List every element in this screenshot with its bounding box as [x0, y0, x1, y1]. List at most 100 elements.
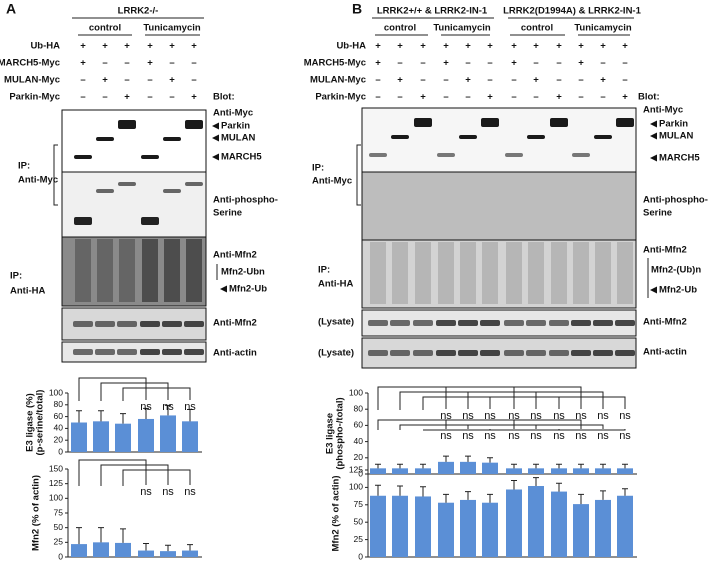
side-label: Anti-Myc [312, 176, 352, 187]
sign: – [124, 58, 129, 69]
sign: – [420, 58, 425, 69]
comparison-bracket [422, 396, 626, 410]
bar [392, 468, 408, 474]
lane-smear [551, 242, 567, 304]
bar [71, 422, 87, 452]
significance: ns [508, 410, 520, 422]
sign: + [511, 41, 517, 52]
y-tick-label: 60 [54, 411, 64, 421]
error-bar [98, 410, 104, 422]
bar [93, 542, 109, 557]
comparison-bracket [422, 396, 560, 410]
lane-smear [528, 242, 544, 304]
significance: ns [162, 401, 174, 413]
blot-label: Mfn2-Ub [659, 285, 697, 296]
condition-label: Ub-HA [336, 41, 366, 52]
comparison-bracket [399, 391, 604, 410]
blot-label: Anti-actin [213, 348, 257, 359]
group-label: control [384, 23, 416, 34]
error-bar [465, 455, 471, 462]
sign: + [169, 41, 175, 52]
band [184, 349, 204, 355]
comparison-bracket [377, 386, 582, 410]
band [391, 135, 409, 139]
sign: + [556, 92, 562, 103]
sign: + [443, 58, 449, 69]
lane-smear [415, 242, 431, 304]
sign: + [147, 58, 153, 69]
ip-bracket [356, 144, 361, 206]
bar [573, 468, 589, 474]
side-label: IP: [10, 271, 22, 282]
panel-label: A [6, 1, 16, 17]
sign: + [578, 41, 584, 52]
band [368, 320, 388, 326]
y-tick-label: 40 [354, 436, 364, 446]
band [368, 350, 388, 356]
band [185, 182, 203, 186]
error-bar [420, 486, 426, 497]
group-label: Tunicamycin [143, 23, 201, 34]
side-label: (Lysate) [318, 317, 354, 328]
side-label: Anti-Myc [18, 175, 58, 186]
comparison-bracket [100, 382, 169, 401]
sign: – [191, 75, 196, 86]
error-bar [443, 493, 449, 503]
condition-label: Parkin-Myc [315, 92, 366, 103]
lane-smear [392, 242, 408, 304]
bar [528, 468, 544, 474]
error-bar [556, 463, 562, 469]
bar [138, 550, 154, 557]
error-bar [578, 493, 584, 505]
blot-label: Anti-actin [643, 347, 687, 358]
sign: – [147, 92, 152, 103]
error-bar [622, 488, 628, 496]
band [96, 189, 114, 193]
lane-smear [617, 242, 633, 304]
blot-label: Anti-Mfn2 [643, 245, 687, 256]
y-tick-label: 25 [54, 537, 64, 547]
sign: – [487, 58, 492, 69]
band [390, 320, 410, 326]
error-bar [397, 485, 403, 496]
blot-label: Anti-phospho- [643, 195, 708, 206]
significance: ns [575, 430, 587, 442]
significance: ns [619, 410, 631, 422]
bar [460, 461, 476, 474]
panel-label: B [352, 1, 362, 17]
band [185, 120, 203, 129]
bar [460, 499, 476, 557]
sign: – [420, 75, 425, 86]
error-bar [622, 463, 628, 469]
band [162, 321, 182, 327]
band [459, 135, 477, 139]
bar [415, 496, 431, 557]
bar [482, 462, 498, 474]
bar [415, 468, 431, 474]
comparison-bracket [78, 377, 147, 401]
blot-label: Parkin [221, 121, 250, 132]
sign: – [622, 75, 627, 86]
band [436, 320, 456, 326]
sign: + [397, 41, 403, 52]
band [458, 320, 478, 326]
blot-header: Blot: [638, 92, 660, 103]
sign: – [147, 75, 152, 86]
y-tick-label: 80 [354, 403, 364, 413]
y-axis-label: E3 ligase [325, 413, 336, 454]
arrow [220, 285, 227, 293]
sign: – [102, 92, 107, 103]
blot-label: Anti-Mfn2 [213, 318, 257, 329]
y-tick-label: 100 [349, 387, 363, 397]
y-axis-label: E3 ligase (%) [25, 393, 36, 452]
y-tick-label: 50 [54, 522, 64, 532]
error-bar [98, 527, 104, 543]
sign: – [102, 58, 107, 69]
band [593, 320, 613, 326]
sign: + [420, 41, 426, 52]
error-bar [511, 463, 517, 469]
sign: – [487, 75, 492, 86]
significance: ns [184, 486, 196, 498]
y-axis-label: Mfn2 (% of actin) [31, 475, 42, 551]
condition-title: LRRK2-/- [118, 6, 159, 17]
